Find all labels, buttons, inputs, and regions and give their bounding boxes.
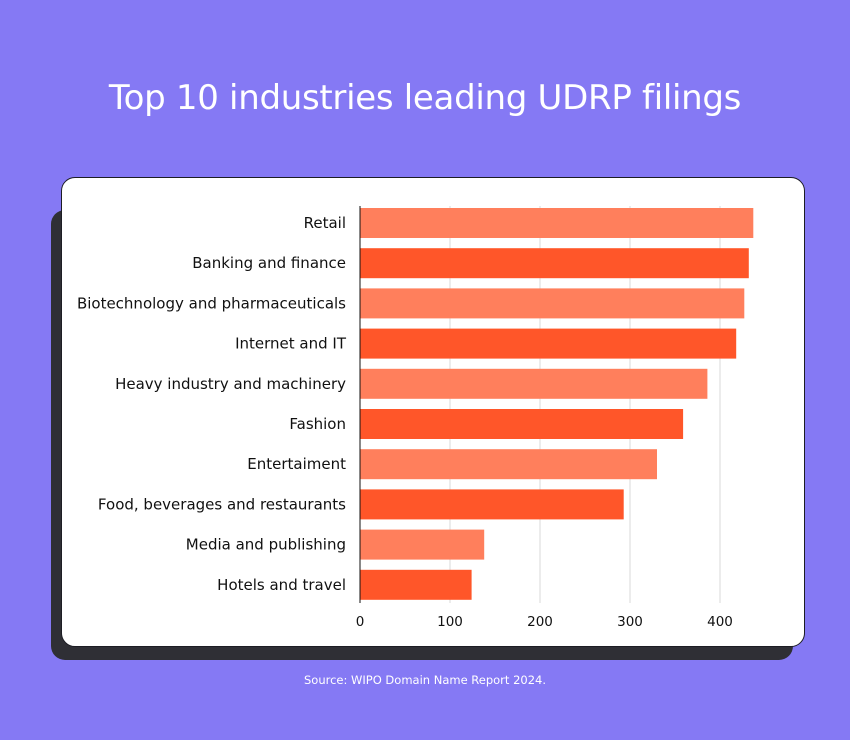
x-tick-label: 200 (527, 614, 553, 630)
category-label: Retail (304, 214, 346, 232)
bar-8 (360, 529, 485, 560)
bar-4 (360, 368, 708, 399)
category-label: Media and publishing (186, 536, 346, 554)
bar-5 (360, 409, 684, 439)
chart-title: Top 10 industries leading UDRP filings (108, 78, 742, 118)
source-note: Source: WIPO Domain Name Report 2024. (304, 673, 546, 687)
category-label: Fashion (289, 415, 346, 433)
bar-9 (360, 569, 472, 600)
bar-3 (360, 328, 737, 359)
x-tick-label: 100 (437, 614, 463, 630)
bar-2 (360, 288, 745, 319)
category-label: Hotels and travel (217, 576, 346, 594)
category-label: Food, beverages and restaurants (98, 495, 346, 513)
category-label: Banking and finance (192, 254, 346, 272)
category-label: Biotechnology and pharmaceuticals (77, 294, 346, 312)
bar-1 (360, 248, 749, 279)
bar-7 (360, 489, 624, 520)
x-tick-label: 300 (617, 614, 643, 630)
x-tick-label: 0 (356, 614, 365, 630)
bar-0 (360, 208, 754, 238)
x-tick-label: 400 (707, 614, 733, 630)
category-label: Entertaiment (247, 455, 346, 473)
category-label: Heavy industry and machinery (115, 375, 346, 393)
category-label: Internet and IT (235, 335, 347, 353)
bar-6 (360, 449, 657, 480)
